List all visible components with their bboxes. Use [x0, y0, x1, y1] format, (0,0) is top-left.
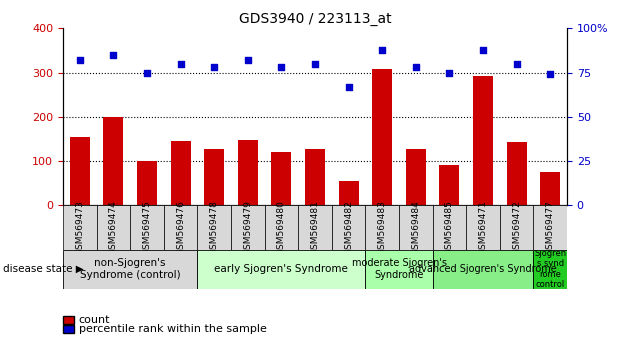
Point — [209, 64, 219, 70]
Bar — [439, 166, 459, 205]
Point — [176, 61, 186, 67]
FancyBboxPatch shape — [231, 205, 265, 250]
Bar — [272, 152, 292, 205]
Point — [377, 47, 387, 52]
Point — [478, 47, 488, 52]
FancyBboxPatch shape — [365, 205, 399, 250]
FancyBboxPatch shape — [500, 205, 534, 250]
FancyBboxPatch shape — [332, 205, 365, 250]
Title: GDS3940 / 223113_at: GDS3940 / 223113_at — [239, 12, 391, 26]
Text: GSM569476: GSM569476 — [176, 200, 185, 255]
Point — [343, 84, 353, 90]
Text: GSM569483: GSM569483 — [378, 200, 387, 255]
Text: GSM569482: GSM569482 — [344, 200, 353, 255]
Text: moderate Sjogren's
Syndrome: moderate Sjogren's Syndrome — [352, 258, 447, 280]
FancyBboxPatch shape — [534, 250, 567, 289]
FancyBboxPatch shape — [96, 205, 130, 250]
Text: early Sjogren's Syndrome: early Sjogren's Syndrome — [214, 264, 348, 274]
Point — [545, 72, 555, 77]
Text: disease state ▶: disease state ▶ — [3, 264, 84, 274]
Point — [444, 70, 454, 75]
Text: GSM569478: GSM569478 — [210, 200, 219, 255]
FancyBboxPatch shape — [197, 250, 365, 289]
Text: GSM569473: GSM569473 — [76, 200, 84, 255]
FancyBboxPatch shape — [265, 205, 298, 250]
Text: non-Sjogren's
Syndrome (control): non-Sjogren's Syndrome (control) — [80, 258, 181, 280]
Point — [142, 70, 152, 75]
FancyBboxPatch shape — [164, 205, 197, 250]
FancyBboxPatch shape — [399, 205, 433, 250]
Point — [108, 52, 118, 58]
FancyBboxPatch shape — [433, 205, 466, 250]
Bar — [338, 181, 358, 205]
Text: GSM569477: GSM569477 — [546, 200, 554, 255]
FancyBboxPatch shape — [130, 205, 164, 250]
FancyBboxPatch shape — [298, 205, 332, 250]
Text: GSM569472: GSM569472 — [512, 200, 521, 255]
Text: Sjogren
s synd
rome
control: Sjogren s synd rome control — [534, 249, 566, 289]
Point — [512, 61, 522, 67]
Point — [277, 64, 287, 70]
FancyBboxPatch shape — [63, 250, 197, 289]
Text: percentile rank within the sample: percentile rank within the sample — [79, 324, 266, 334]
FancyBboxPatch shape — [534, 205, 567, 250]
Text: GSM569475: GSM569475 — [142, 200, 151, 255]
FancyBboxPatch shape — [63, 205, 96, 250]
Bar — [137, 161, 157, 205]
Bar — [540, 172, 560, 205]
Text: count: count — [79, 315, 110, 325]
Text: GSM569480: GSM569480 — [277, 200, 286, 255]
Text: advanced Sjogren's Syndrome: advanced Sjogren's Syndrome — [409, 264, 557, 274]
Bar — [372, 69, 392, 205]
Text: GSM569474: GSM569474 — [109, 200, 118, 255]
Point — [243, 57, 253, 63]
Point — [75, 57, 85, 63]
FancyBboxPatch shape — [433, 250, 534, 289]
Text: GSM569471: GSM569471 — [479, 200, 488, 255]
Bar — [70, 137, 90, 205]
Bar — [103, 117, 123, 205]
FancyBboxPatch shape — [466, 205, 500, 250]
Bar — [473, 76, 493, 205]
Point — [310, 61, 320, 67]
FancyBboxPatch shape — [197, 205, 231, 250]
Bar — [204, 149, 224, 205]
Text: GSM569484: GSM569484 — [411, 200, 420, 255]
Text: GSM569479: GSM569479 — [243, 200, 252, 255]
Text: GSM569481: GSM569481 — [311, 200, 319, 255]
Bar — [238, 140, 258, 205]
Bar — [507, 142, 527, 205]
Point — [411, 64, 421, 70]
Bar — [406, 149, 426, 205]
Bar — [305, 149, 325, 205]
Bar — [171, 141, 191, 205]
Text: GSM569485: GSM569485 — [445, 200, 454, 255]
FancyBboxPatch shape — [365, 250, 433, 289]
